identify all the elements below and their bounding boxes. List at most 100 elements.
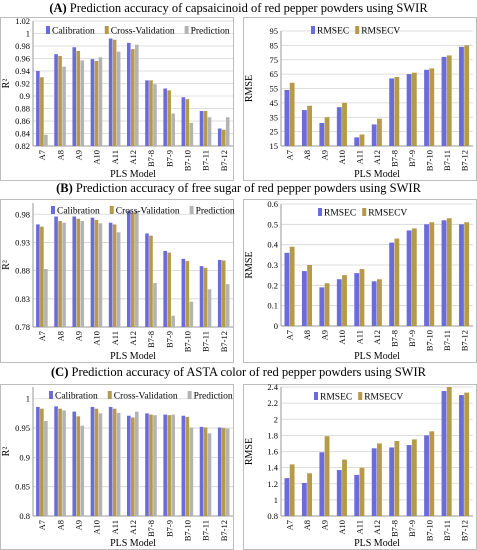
x-tick-label: B7-10 <box>183 150 193 171</box>
x-tick-label: B7-8 <box>146 150 156 167</box>
bar-cross-validation-b7-11 <box>203 111 208 146</box>
x-tick-label: B7-11 <box>442 150 452 171</box>
x-tick-label: B7-11 <box>442 330 452 351</box>
bar-rmsec-b7-11 <box>441 391 447 516</box>
bar-prediction-b7-10 <box>189 301 194 327</box>
x-tick-label: B7-11 <box>442 520 452 541</box>
bar-prediction-a8 <box>62 410 66 516</box>
y-tick-label: 0.98 <box>15 209 30 219</box>
bar-calibration-b7-9 <box>163 88 167 146</box>
legend-label: RMSECV <box>364 393 403 403</box>
legend-swatch <box>362 208 367 216</box>
y-tick-label: 0.95 <box>15 423 30 433</box>
x-tick-label: A10 <box>92 150 102 165</box>
y-tick-label: 0 <box>274 321 278 331</box>
legend-label: Prediction <box>191 27 230 37</box>
bar-prediction-b7-11 <box>207 433 212 516</box>
x-axis-title: PLS Model <box>354 169 400 180</box>
y-tick-label: 0.88 <box>15 266 30 276</box>
legend-swatch <box>51 206 55 214</box>
bar-calibration-a11 <box>108 406 113 516</box>
x-tick-label: A7 <box>37 331 47 341</box>
bar-rmsec-b7-11 <box>441 56 447 146</box>
y-tick-label: 0.94 <box>15 66 31 76</box>
y-tick-label: 0.86 <box>15 116 30 126</box>
legend-label: Calibration <box>52 27 95 37</box>
x-tick-label: B7-10 <box>424 330 434 351</box>
y-tick-label: 1.6 <box>267 447 278 457</box>
x-tick-label: B7-12 <box>219 331 229 352</box>
x-tick-label: A12 <box>128 150 138 165</box>
panel-b-title: (B) Prediction accuracy of free sugar of… <box>0 181 477 196</box>
x-tick-label: B7-10 <box>183 331 193 352</box>
x-tick-label: A12 <box>372 520 382 535</box>
bar-prediction-b7-11 <box>207 117 212 146</box>
y-tick-label: 2 <box>274 414 278 424</box>
x-tick-label: B7-8 <box>389 150 399 167</box>
legend-label: Prediction <box>196 207 235 217</box>
x-tick-label: A8 <box>55 520 65 530</box>
legend-label: Calibration <box>57 207 100 217</box>
x-tick-label: A8 <box>302 520 312 530</box>
bar-cross-validation-b7-8 <box>149 80 153 146</box>
bar-rmsecv-a8 <box>307 105 313 146</box>
bar-cross-validation-a12 <box>131 417 135 516</box>
x-tick-label: B7-11 <box>201 520 211 541</box>
bar-rmsecv-b7-10 <box>429 222 435 326</box>
bar-cross-validation-b7-12 <box>221 129 226 146</box>
x-tick-label: B7-9 <box>407 150 417 167</box>
y-tick-label: 1 <box>26 29 30 39</box>
bar-calibration-a10 <box>90 59 95 146</box>
bar-rmsec-a10 <box>336 107 342 146</box>
y-axis-title: R² <box>1 79 12 89</box>
bar-rmsec-a12 <box>371 124 377 146</box>
chart-b-rmse: 0 0.1 0.2 0.3 0.4 0.5 0.6 A7 A8 A9 A10 A11 A12 B7-8 B7… <box>243 199 477 363</box>
bar-calibration-a7 <box>36 224 40 327</box>
x-tick-label: A9 <box>320 150 330 160</box>
bar-rmsecv-a11 <box>359 134 365 146</box>
x-tick-label: B7-9 <box>407 330 417 347</box>
bar-calibration-b7-12 <box>217 427 222 516</box>
x-axis-title: PLS Model <box>354 351 400 362</box>
y-tick-label: 85 <box>270 40 279 50</box>
bar-rmsec-b7-9 <box>406 445 412 516</box>
bar-cross-validation-a8 <box>58 221 62 327</box>
y-tick-label: 25 <box>270 127 279 137</box>
y-tick-label: 75 <box>270 55 279 65</box>
bar-cross-validation-a9 <box>76 218 81 327</box>
legend-swatch <box>311 26 315 34</box>
legend-swatch <box>189 206 194 214</box>
bar-calibration-a11 <box>108 222 113 327</box>
x-tick-label: A11 <box>355 150 365 164</box>
bar-rmsec-b7-8 <box>389 78 395 146</box>
x-tick-label: A7 <box>285 330 295 340</box>
bar-prediction-b7-12 <box>225 428 230 516</box>
x-tick-label: A12 <box>372 330 382 345</box>
bar-rmsecv-b7-10 <box>429 68 435 146</box>
panel-c-title: (C) Prediction accuracy of ASTA color of… <box>0 365 477 380</box>
legend-swatch <box>107 391 112 399</box>
bar-rmsecv-a10 <box>342 102 347 146</box>
bar-cross-validation-a11 <box>112 39 117 146</box>
bar-cross-validation-a8 <box>58 408 62 516</box>
x-tick-label: A12 <box>128 520 138 535</box>
bar-prediction-a12 <box>135 411 139 516</box>
bar-rmsec-b7-11 <box>441 220 447 326</box>
bar-rmsecv-a8 <box>307 265 313 326</box>
bar-prediction-a9 <box>80 425 85 516</box>
y-axis-title: R² <box>1 447 12 457</box>
chart-frame <box>243 384 477 550</box>
bar-rmsec-b7-9 <box>406 230 412 326</box>
y-tick-label: 0.2 <box>267 280 278 290</box>
x-tick-label: B7-10 <box>424 150 434 171</box>
x-tick-label: B7-9 <box>164 150 174 167</box>
y-tick-label: 0.9 <box>19 91 30 101</box>
x-tick-label: A12 <box>372 150 382 165</box>
legend-label: Prediction <box>194 392 233 402</box>
x-tick-label: A11 <box>110 520 120 534</box>
bar-prediction-a9 <box>80 60 85 146</box>
y-tick-label: 1.02 <box>15 16 30 26</box>
legend-swatch <box>358 392 363 400</box>
x-tick-label: A7 <box>37 150 47 160</box>
bar-rmsecv-a12 <box>377 118 382 146</box>
